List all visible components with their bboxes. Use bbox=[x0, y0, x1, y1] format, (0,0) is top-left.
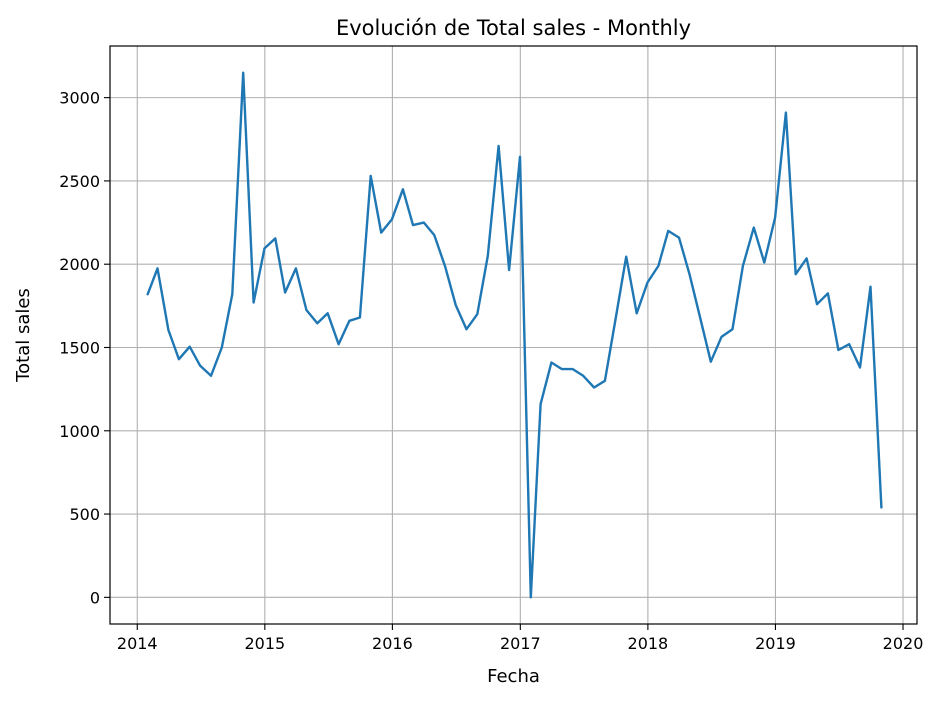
y-tick-label: 500 bbox=[69, 505, 100, 524]
axes-frame bbox=[109, 45, 918, 625]
chart-title: Evolución de Total sales - Monthly bbox=[336, 16, 691, 40]
x-tick-label: 2014 bbox=[117, 634, 158, 653]
series-line bbox=[146, 71, 883, 599]
x-tick-label: 2018 bbox=[628, 634, 669, 653]
y-tick-label: 2000 bbox=[59, 255, 100, 274]
x-tick-label: 2016 bbox=[372, 634, 413, 653]
y-axis-title: Total sales bbox=[13, 288, 34, 383]
x-tick-label: 2020 bbox=[883, 634, 924, 653]
x-tick-label: 2019 bbox=[755, 634, 796, 653]
y-tick-label: 2500 bbox=[59, 172, 100, 191]
x-tick-label: 2017 bbox=[500, 634, 541, 653]
y-tick-label: 0 bbox=[90, 588, 100, 607]
plot-area bbox=[146, 71, 883, 599]
y-tick-label: 1500 bbox=[59, 338, 100, 357]
x-tick-label: 2015 bbox=[244, 634, 285, 653]
axes-ticks: 2014 2015 2016 2017 2018 2019 2020 0 500 1000 1500… bbox=[59, 89, 923, 653]
x-axis-title: Fecha bbox=[487, 666, 540, 687]
y-tick-label: 3000 bbox=[59, 89, 100, 108]
y-tick-label: 1000 bbox=[59, 422, 100, 441]
grid bbox=[110, 46, 917, 624]
